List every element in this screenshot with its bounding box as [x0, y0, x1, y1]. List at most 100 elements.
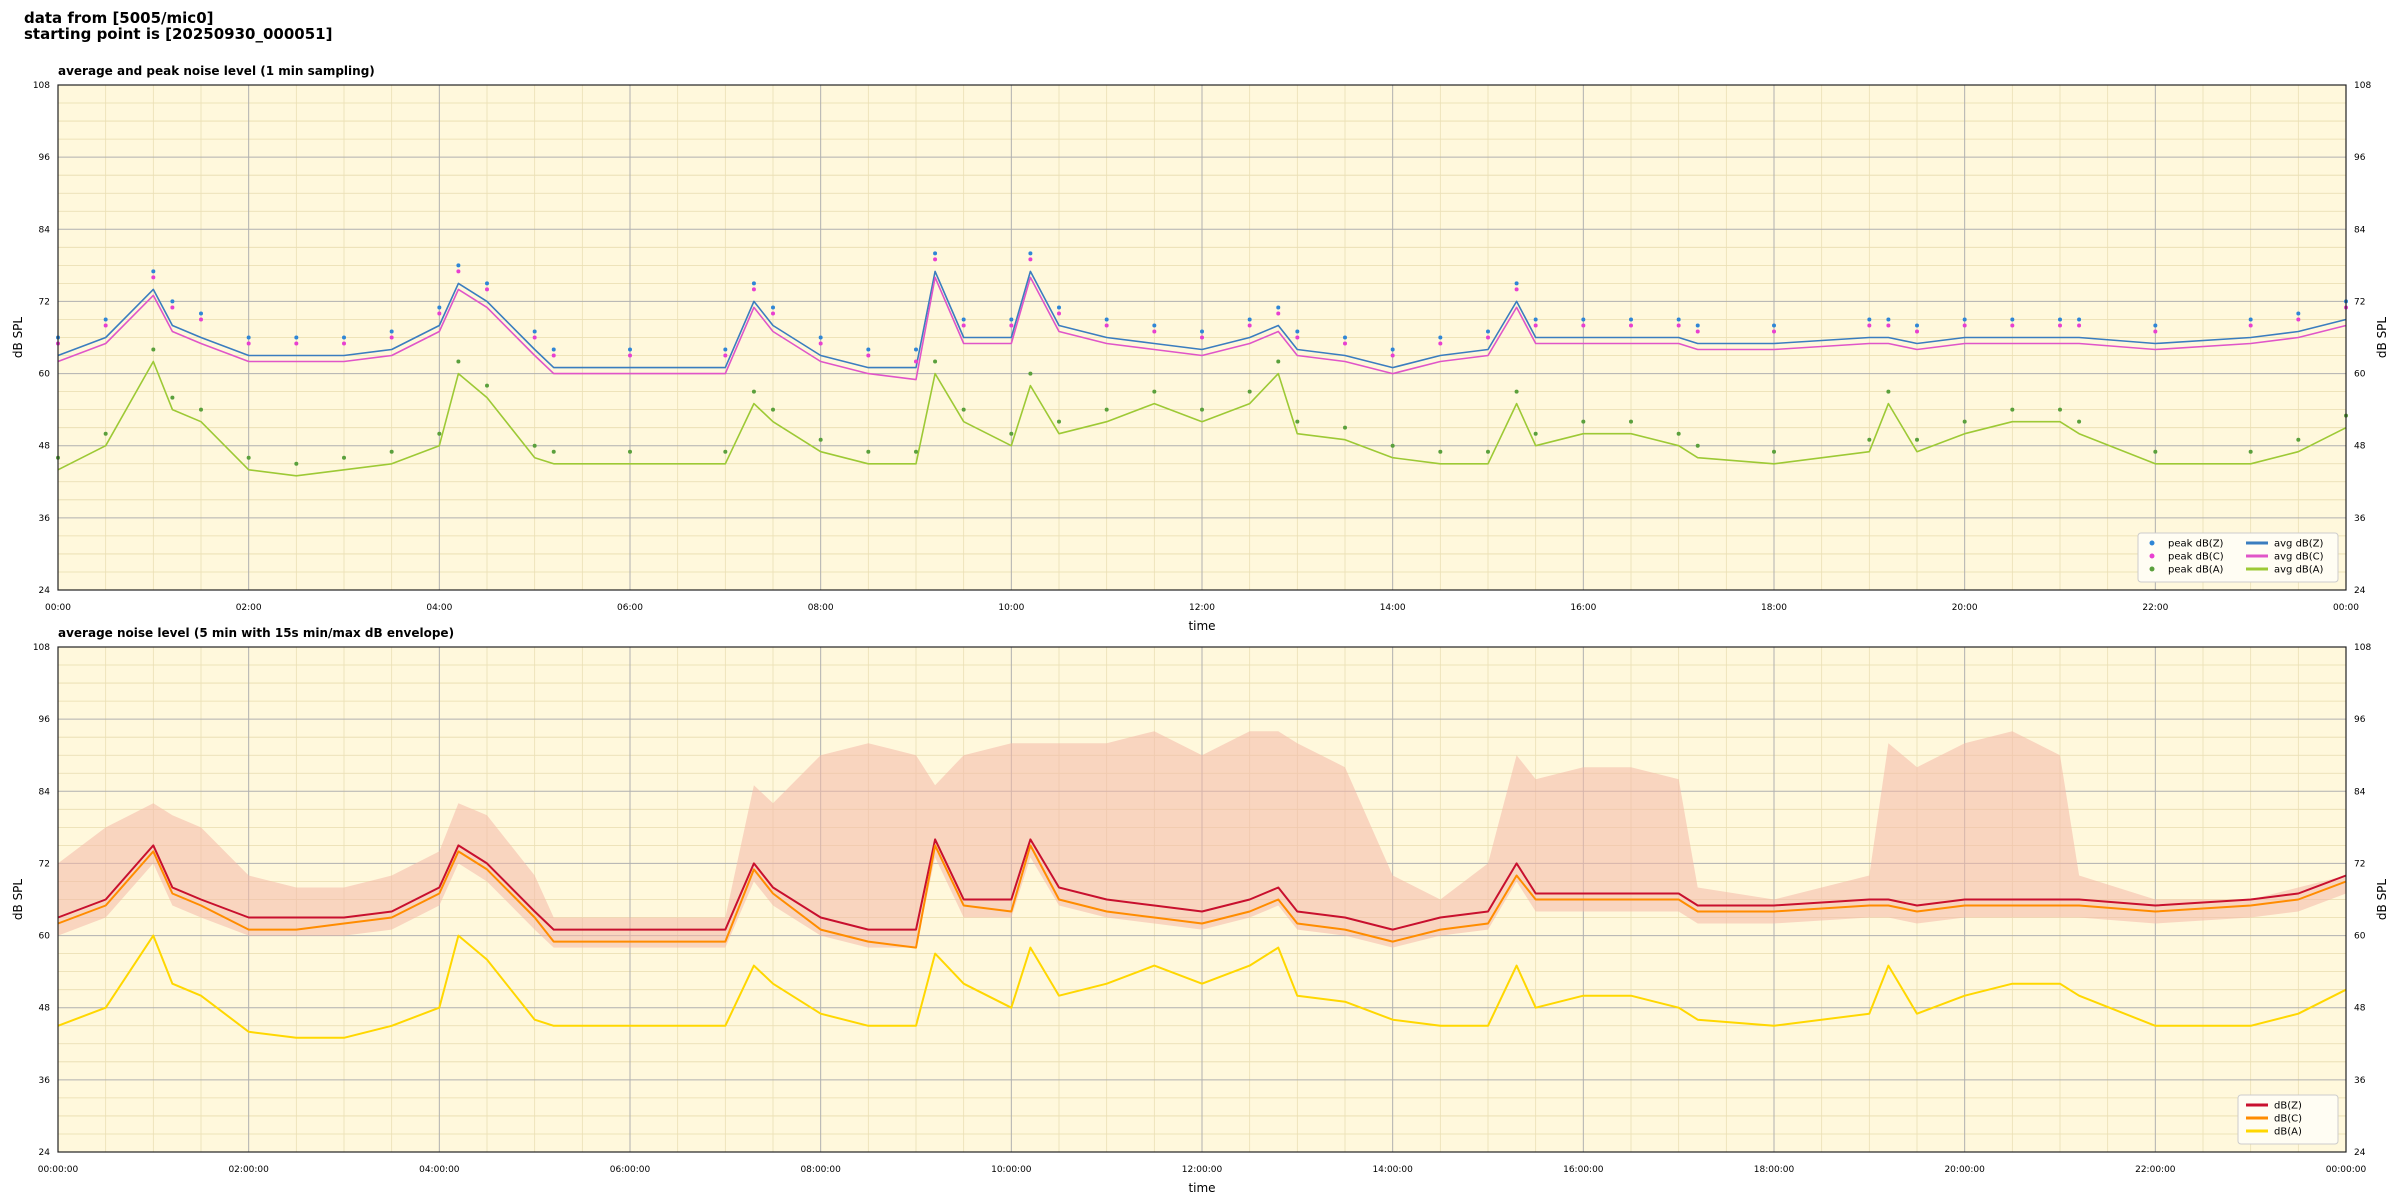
- legend-label: avg dB(A): [2274, 565, 2324, 576]
- peak-point: [1152, 323, 1157, 328]
- peak-point: [2153, 329, 2158, 334]
- peak-point: [628, 347, 632, 352]
- peak-point: [1676, 317, 1681, 322]
- peak-point: [751, 389, 756, 394]
- peak-point: [961, 407, 966, 412]
- series-line: [57, 934, 2347, 1039]
- peak-point: [961, 317, 966, 322]
- chart-title: average noise level (5 min with 15s min/…: [58, 626, 454, 640]
- peak-point: [1962, 419, 1967, 424]
- y-tick-label-right: 96: [2354, 153, 2366, 163]
- peak-point: [1962, 323, 1967, 328]
- peak-point: [1295, 335, 1300, 340]
- peak-point: [1028, 257, 1033, 262]
- x-tick-label: 22:00:00: [2135, 1165, 2176, 1175]
- peak-point: [1057, 419, 1061, 424]
- legend-label: dB(C): [2274, 1114, 2302, 1125]
- plot-frame: [57, 646, 2347, 1153]
- peak-point: [1057, 311, 1061, 316]
- header-source-line: data from [5005/mic0]: [24, 9, 214, 27]
- x-axis-label: time: [1188, 619, 1215, 633]
- y-tick-label-right: 60: [2354, 932, 2366, 942]
- peak-point: [866, 449, 871, 454]
- series-line: [57, 270, 2347, 369]
- peak-point: [866, 353, 871, 358]
- peak-point: [2010, 317, 2015, 322]
- legend-label: avg dB(Z): [2274, 539, 2324, 550]
- y-tick-label-left: 72: [39, 859, 50, 869]
- header-start-line: starting point is [20250930_000051]: [24, 25, 333, 43]
- y-axis-label-left: dB SPL: [11, 317, 25, 359]
- peak-point: [437, 431, 442, 436]
- peak-point: [199, 407, 203, 412]
- peak-point: [170, 395, 175, 400]
- x-tick-label: 20:00:00: [1944, 1165, 1985, 1175]
- peak-point: [723, 347, 728, 352]
- peak-point: [2296, 317, 2301, 322]
- peak-point: [1867, 437, 1872, 442]
- peak-point: [1152, 389, 1157, 394]
- peak-point: [2296, 437, 2301, 442]
- peak-point: [532, 443, 537, 448]
- peak-point: [751, 281, 756, 286]
- peak-point: [389, 335, 394, 340]
- y-tick-label-left: 84: [39, 787, 51, 797]
- peak-point: [1514, 287, 1519, 292]
- peak-point: [1695, 329, 1700, 334]
- peak-point: [1390, 443, 1395, 448]
- x-tick-label: 02:00:00: [228, 1165, 269, 1175]
- y-tick-label-left: 48: [39, 442, 51, 452]
- peak-point: [485, 287, 489, 292]
- peak-point: [294, 341, 299, 346]
- peak-point: [199, 317, 203, 322]
- peak-point: [1915, 329, 1919, 334]
- y-tick-label-right: 84: [2354, 225, 2366, 235]
- peak-point: [485, 281, 489, 286]
- y-axis-label-left: dB SPL: [11, 879, 25, 921]
- peak-point: [628, 449, 632, 454]
- x-tick-label: 14:00: [1380, 603, 1406, 613]
- y-tick-label-left: 72: [39, 297, 50, 307]
- peak-point: [246, 341, 251, 346]
- series-line: [57, 276, 2347, 381]
- peak-point: [1438, 335, 1443, 340]
- x-tick-label: 00:00:00: [38, 1165, 79, 1175]
- peak-point: [818, 437, 823, 442]
- peak-point: [1438, 449, 1443, 454]
- peak-point: [532, 335, 537, 340]
- peak-point: [1152, 329, 1157, 334]
- peak-point: [1533, 317, 1538, 322]
- peak-point: [1581, 323, 1586, 328]
- y-tick-label-right: 72: [2354, 859, 2365, 869]
- y-tick-label-left: 60: [39, 932, 51, 942]
- peak-point: [551, 353, 556, 358]
- peak-point: [103, 431, 108, 436]
- peak-point: [1200, 329, 1204, 334]
- peak-point: [456, 263, 461, 268]
- legend-label: peak dB(A): [2168, 565, 2224, 576]
- peak-point: [1343, 335, 1347, 340]
- y-tick-label-left: 108: [33, 643, 50, 653]
- peak-point: [1676, 323, 1681, 328]
- peak-point: [437, 305, 442, 310]
- peak-point: [723, 353, 728, 358]
- peak-point: [551, 449, 556, 454]
- peak-point: [1276, 305, 1281, 310]
- peak-point: [1200, 335, 1204, 340]
- peak-point: [1486, 449, 1490, 454]
- peak-point: [628, 353, 632, 358]
- x-axis-label: time: [1188, 1181, 1215, 1195]
- x-tick-label: 16:00: [1570, 603, 1596, 613]
- peak-point: [151, 269, 156, 274]
- x-tick-label: 00:00: [2333, 603, 2359, 613]
- page-header: data from [5005/mic0] starting point is …: [24, 10, 332, 42]
- peak-point: [1886, 323, 1891, 328]
- peak-point: [1772, 449, 1776, 454]
- x-tick-label: 04:00:00: [419, 1165, 460, 1175]
- y-tick-label-right: 48: [2354, 1004, 2366, 1014]
- legend-box: [2137, 532, 2339, 583]
- peak-point: [1104, 317, 1109, 322]
- peak-point: [1057, 305, 1061, 310]
- legend-label: dB(A): [2274, 1127, 2302, 1138]
- y-tick-label-right: 84: [2354, 787, 2366, 797]
